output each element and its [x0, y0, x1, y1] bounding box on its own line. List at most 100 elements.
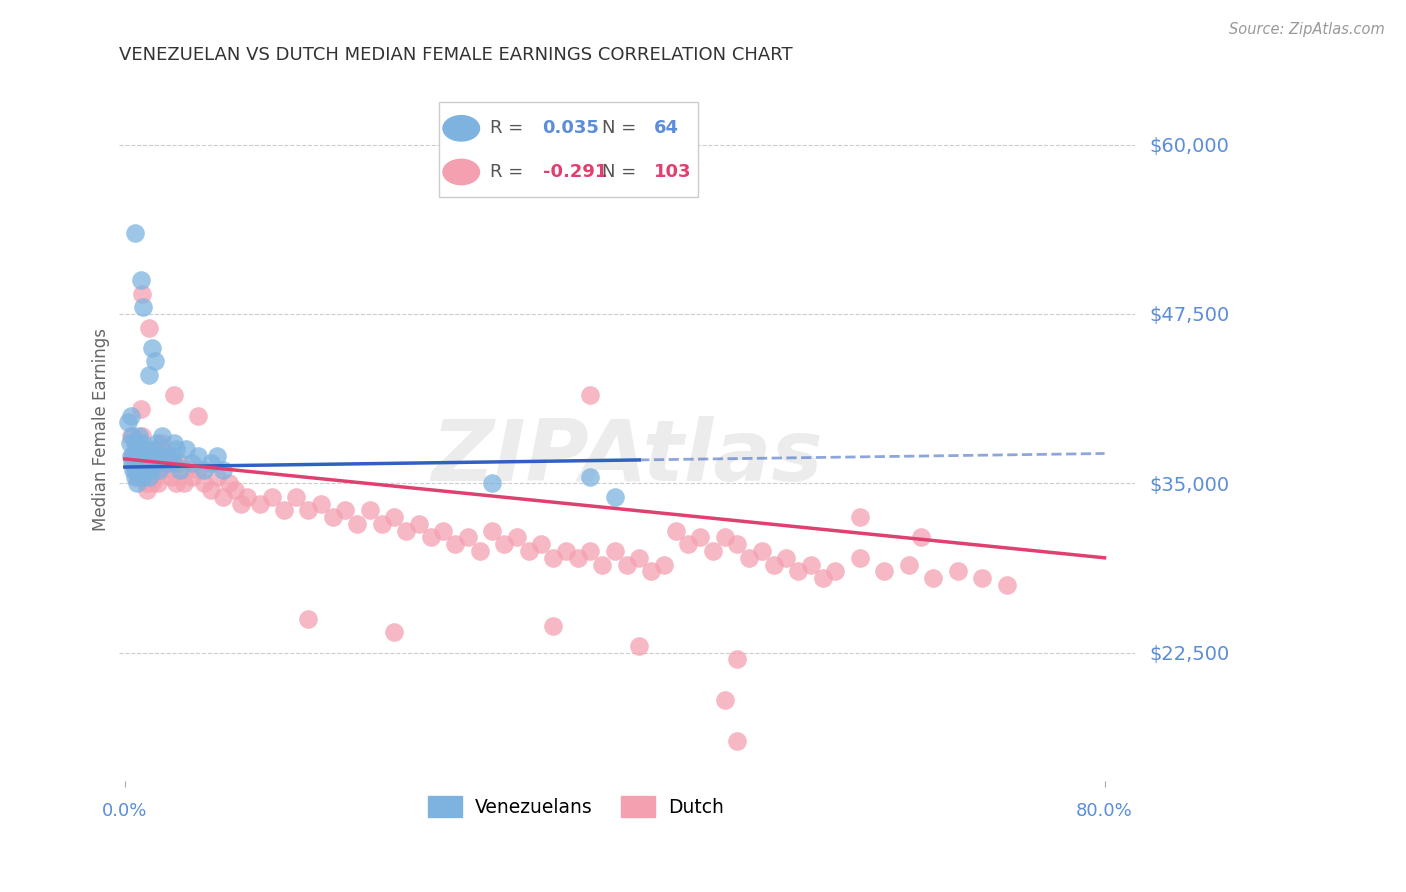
Point	[129, 463, 152, 477]
Point	[249, 497, 271, 511]
Point	[125, 442, 148, 457]
Legend: Venezuelans, Dutch: Venezuelans, Dutch	[420, 789, 731, 825]
Point	[165, 442, 187, 457]
Point	[775, 550, 797, 565]
Point	[193, 476, 215, 491]
Point	[494, 537, 516, 551]
Point	[359, 503, 381, 517]
Point	[848, 550, 870, 565]
Point	[141, 476, 163, 491]
Point	[543, 618, 565, 632]
Point	[163, 456, 186, 470]
Point	[420, 531, 443, 545]
Point	[138, 320, 160, 334]
Point	[468, 544, 491, 558]
Point	[751, 544, 773, 558]
Point	[129, 273, 152, 287]
Point	[970, 571, 993, 585]
Point	[231, 497, 253, 511]
Point	[481, 524, 503, 538]
Text: VENEZUELAN VS DUTCH MEDIAN FEMALE EARNINGS CORRELATION CHART: VENEZUELAN VS DUTCH MEDIAN FEMALE EARNIN…	[118, 46, 793, 64]
Point	[297, 612, 319, 626]
Point	[205, 469, 228, 483]
Text: Source: ZipAtlas.com: Source: ZipAtlas.com	[1229, 22, 1385, 37]
Point	[145, 463, 167, 477]
Point	[824, 565, 846, 579]
Point	[628, 639, 651, 653]
Point	[134, 463, 156, 477]
Point	[181, 456, 204, 470]
Point	[517, 544, 540, 558]
Point	[530, 537, 553, 551]
Point	[309, 497, 332, 511]
Point	[135, 483, 157, 497]
Point	[148, 463, 170, 477]
Point	[132, 300, 155, 314]
Point	[136, 463, 159, 477]
Point	[567, 550, 589, 565]
Point	[128, 463, 150, 477]
Point	[129, 401, 152, 416]
Point	[124, 463, 146, 477]
Point	[136, 463, 159, 477]
Point	[285, 490, 308, 504]
Point	[125, 463, 148, 477]
Point	[224, 483, 246, 497]
Point	[260, 490, 283, 504]
Point	[714, 531, 737, 545]
Point	[146, 449, 169, 463]
Point	[591, 558, 613, 572]
Point	[236, 490, 259, 504]
Text: N =: N =	[602, 120, 641, 137]
Point	[481, 476, 503, 491]
Point	[125, 435, 148, 450]
Point	[132, 449, 155, 463]
Point	[543, 550, 565, 565]
Point	[139, 449, 162, 463]
Point	[200, 483, 222, 497]
Point	[132, 469, 155, 483]
Point	[579, 388, 602, 402]
Point	[946, 565, 969, 579]
Point	[714, 693, 737, 707]
Circle shape	[443, 160, 479, 185]
Point	[395, 524, 418, 538]
Point	[873, 565, 896, 579]
Point	[131, 429, 153, 443]
Point	[665, 524, 688, 538]
Point	[505, 531, 527, 545]
Point	[118, 435, 141, 450]
Point	[187, 449, 209, 463]
Point	[132, 456, 155, 470]
Point	[346, 516, 368, 531]
Point	[156, 449, 179, 463]
Point	[205, 449, 228, 463]
Point	[738, 550, 761, 565]
Point	[273, 503, 295, 517]
Point	[910, 531, 932, 545]
Point	[165, 476, 187, 491]
Point	[127, 469, 149, 483]
Text: R =: R =	[489, 120, 529, 137]
Point	[134, 463, 156, 477]
Text: 103: 103	[654, 163, 692, 181]
Point	[124, 435, 146, 450]
Point	[371, 516, 394, 531]
Point	[128, 429, 150, 443]
Text: 0.035: 0.035	[543, 120, 599, 137]
Point	[138, 368, 160, 382]
Point	[457, 531, 479, 545]
Point	[382, 625, 405, 640]
Point	[120, 449, 142, 463]
Point	[160, 449, 183, 463]
Point	[579, 544, 602, 558]
Text: R =: R =	[489, 163, 529, 181]
Point	[163, 388, 186, 402]
Point	[138, 469, 160, 483]
Point	[616, 558, 638, 572]
Point	[187, 463, 209, 477]
Point	[628, 550, 651, 565]
Point	[922, 571, 945, 585]
Point	[127, 449, 149, 463]
Point	[297, 503, 319, 517]
